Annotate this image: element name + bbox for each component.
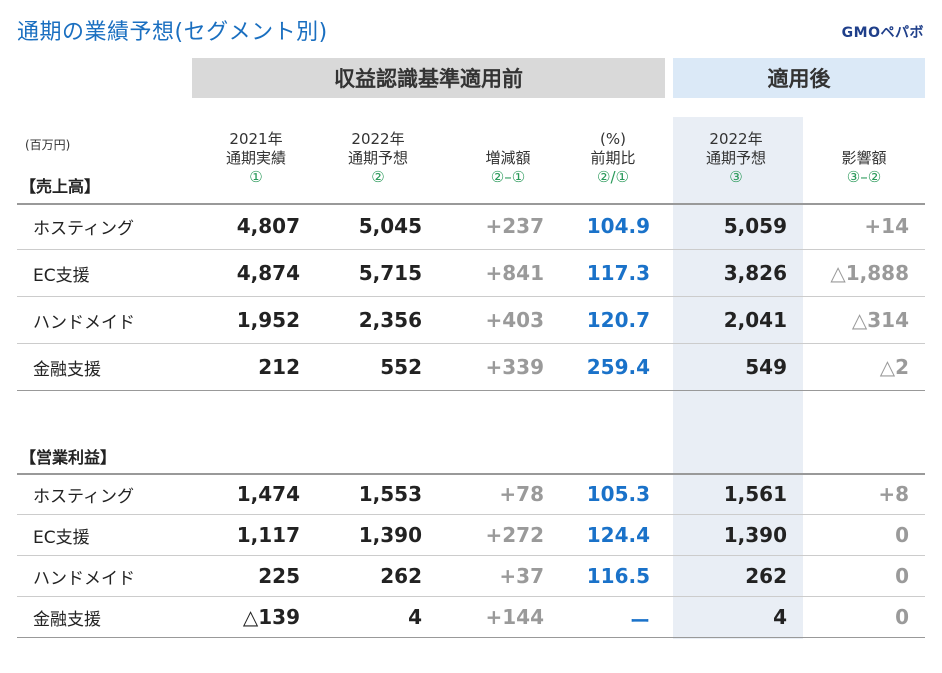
column-header-line2: 通期実績 (225, 149, 286, 167)
cell-yoy: 120.7 (586, 308, 650, 332)
divider (17, 514, 925, 515)
cell-change: +37 (499, 564, 544, 588)
cell-change: +237 (485, 214, 544, 238)
column-header-impact: 影響額 ③–② (804, 130, 924, 187)
column-header-line2: 増減額 (485, 149, 531, 167)
cell-yoy: 116.5 (586, 564, 650, 588)
cell-2022-forecast: 1,390 (358, 523, 422, 547)
cell-2022-forecast: 5,045 (358, 214, 422, 238)
row-label: 金融支援 (33, 360, 101, 380)
row-label: EC支援 (33, 266, 90, 286)
row-label: ホスティング (33, 219, 134, 239)
cell-2022-after: 3,826 (723, 261, 787, 285)
row-label: EC支援 (33, 528, 90, 548)
column-header-marker: ②–① (490, 168, 526, 186)
cell-impact: +14 (864, 214, 909, 238)
cell-2021-actual: 212 (258, 355, 300, 379)
band-after-adoption: 適用後 (673, 58, 925, 98)
divider (17, 637, 925, 638)
column-header-change: 増減額 ②–① (448, 130, 568, 187)
column-header-2022-after: 2022年 通期予想 ③ (676, 130, 796, 187)
cell-yoy: 104.9 (586, 214, 650, 238)
cell-impact: △2 (879, 355, 909, 379)
cell-change: +144 (485, 605, 544, 629)
column-header-line1: (%) (600, 130, 626, 148)
section-title-sales: 【売上高】 (20, 177, 101, 196)
cell-impact: △1,888 (830, 261, 909, 285)
divider (17, 249, 925, 250)
column-header-yoy: (%) 前期比 ②/① (553, 130, 673, 187)
cell-yoy: ー (630, 609, 650, 633)
cell-change: +272 (485, 523, 544, 547)
cell-2022-after: 4 (773, 605, 787, 629)
cell-yoy: 105.3 (586, 482, 650, 506)
cell-2022-forecast: 4 (408, 605, 422, 629)
column-header-line1: 2021年 (229, 130, 283, 148)
column-header-line1: 2022年 (351, 130, 405, 148)
cell-yoy: 124.4 (586, 523, 650, 547)
cell-2022-after: 1,561 (723, 482, 787, 506)
column-header-marker: ① (249, 168, 263, 186)
cell-change: +841 (485, 261, 544, 285)
divider (17, 596, 925, 597)
column-header-2021-actual: 2021年 通期実績 ① (196, 130, 316, 187)
unit-label: (百万円) (25, 138, 71, 152)
cell-2021-actual: 1,117 (236, 523, 300, 547)
column-header-line2: 前期比 (590, 149, 636, 167)
column-header-line2: 通期予想 (347, 149, 408, 167)
cell-change: +339 (485, 355, 544, 379)
column-header-line1: 2022年 (709, 130, 763, 148)
cell-2021-actual: 1,952 (236, 308, 300, 332)
cell-yoy: 117.3 (586, 261, 650, 285)
cell-2022-after: 262 (745, 564, 787, 588)
cell-2022-forecast: 1,553 (358, 482, 422, 506)
divider (17, 343, 925, 344)
cell-2022-after: 549 (745, 355, 787, 379)
column-header-2022-forecast: 2022年 通期予想 ② (318, 130, 438, 187)
cell-2022-forecast: 2,356 (358, 308, 422, 332)
cell-2022-after: 2,041 (723, 308, 787, 332)
column-header-marker: ③ (729, 168, 743, 186)
cell-change: +403 (485, 308, 544, 332)
cell-impact: △314 (851, 308, 909, 332)
cell-2022-forecast: 552 (380, 355, 422, 379)
divider (17, 555, 925, 556)
column-header-line2: 影響額 (841, 149, 887, 167)
cell-impact: +8 (878, 482, 909, 506)
column-header-line1 (448, 130, 568, 149)
column-header-marker: ②/① (597, 168, 629, 186)
row-label: ホスティング (33, 487, 134, 507)
cell-2021-actual: 4,807 (236, 214, 300, 238)
cell-2022-forecast: 262 (380, 564, 422, 588)
divider (17, 473, 925, 475)
divider (17, 390, 925, 391)
cell-impact: 0 (895, 564, 909, 588)
cell-2021-actual: 1,474 (236, 482, 300, 506)
column-header-marker: ② (371, 168, 385, 186)
cell-2022-forecast: 5,715 (358, 261, 422, 285)
divider (17, 296, 925, 297)
cell-2021-actual: 4,874 (236, 261, 300, 285)
cell-2022-after: 1,390 (723, 523, 787, 547)
cell-yoy: 259.4 (586, 355, 650, 379)
company-logo: GMOペパボ (841, 25, 924, 41)
cell-2021-actual: 225 (258, 564, 300, 588)
divider (17, 203, 925, 205)
cell-change: +78 (499, 482, 544, 506)
column-header-marker: ③–② (846, 168, 882, 186)
cell-2021-actual: △139 (242, 605, 300, 629)
column-header-line2: 通期予想 (705, 149, 766, 167)
row-label: 金融支援 (33, 610, 101, 630)
row-label: ハンドメイド (33, 313, 135, 333)
page-title: 通期の業績予想(セグメント別) (17, 20, 328, 45)
cell-2022-after: 5,059 (723, 214, 787, 238)
row-label: ハンドメイド (33, 569, 135, 589)
cell-impact: 0 (895, 523, 909, 547)
column-header-line1 (804, 130, 924, 149)
section-title-operating-profit: 【営業利益】 (20, 448, 117, 467)
cell-impact: 0 (895, 605, 909, 629)
band-before-adoption: 収益認識基準適用前 (192, 58, 665, 98)
